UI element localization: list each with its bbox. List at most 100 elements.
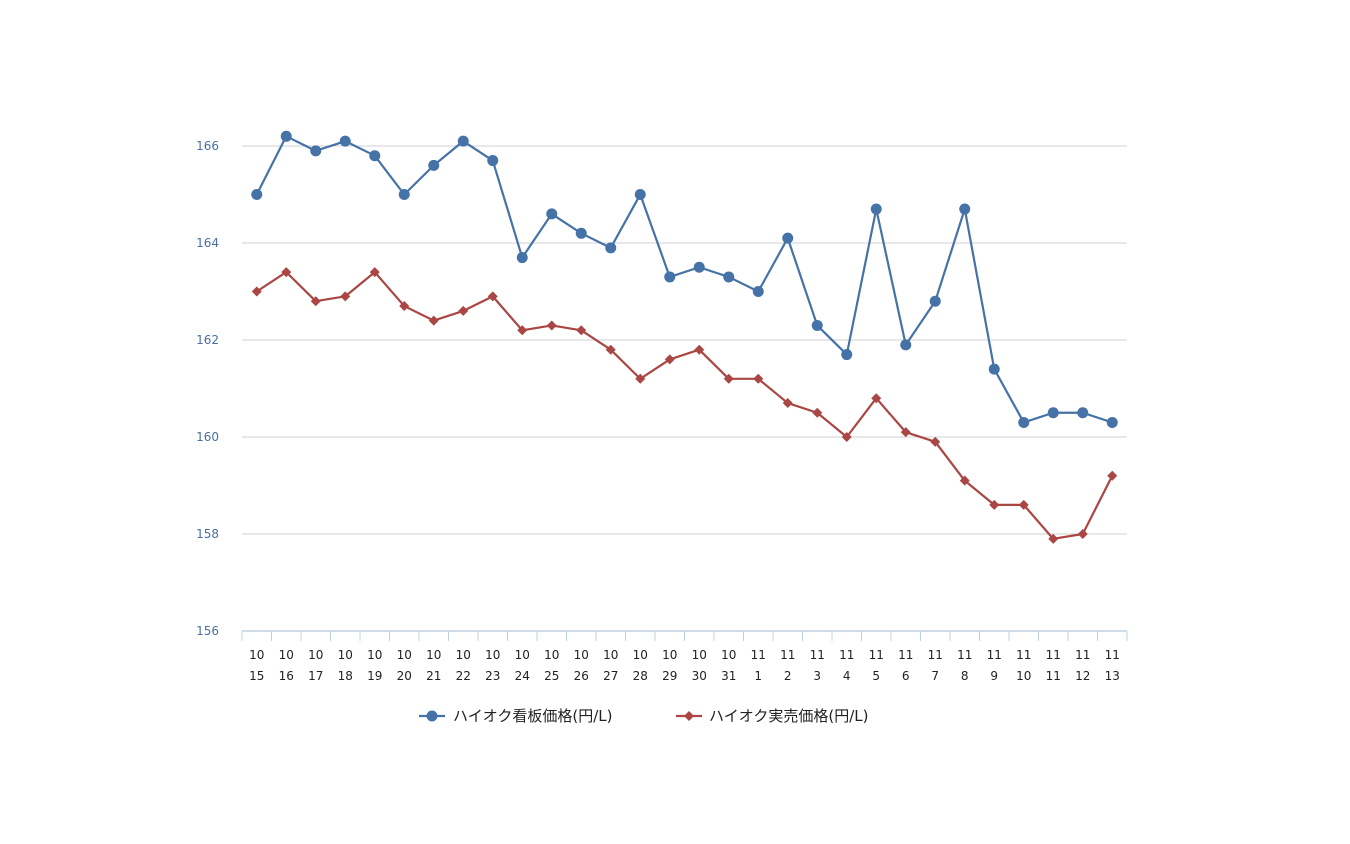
series-group bbox=[251, 130, 1118, 544]
x-tick-label-month: 11 bbox=[898, 648, 913, 662]
legend-marker-diamond bbox=[684, 711, 694, 721]
x-tick-label-month: 10 bbox=[485, 648, 500, 662]
x-tick-label-day: 20 bbox=[397, 669, 412, 683]
data-point-diamond bbox=[900, 427, 911, 438]
data-point-diamond bbox=[664, 354, 675, 365]
x-axis: 1015101610171018101910201021102210231024… bbox=[241, 630, 1128, 683]
x-tick-label-day: 21 bbox=[426, 669, 441, 683]
legend-label: ハイオク実売価格(円/L) bbox=[709, 707, 869, 725]
data-point-circle bbox=[782, 232, 794, 244]
data-point-circle bbox=[959, 203, 971, 215]
data-point-circle bbox=[841, 349, 853, 361]
data-point-circle bbox=[339, 135, 351, 147]
data-point-circle bbox=[575, 227, 587, 239]
data-point-circle bbox=[487, 155, 499, 167]
x-tick-label-month: 10 bbox=[721, 648, 736, 662]
x-tick-label-month: 11 bbox=[751, 648, 766, 662]
data-point-diamond bbox=[251, 286, 262, 297]
data-point-diamond bbox=[753, 373, 764, 384]
data-point-circle bbox=[1106, 416, 1118, 428]
data-point-circle bbox=[398, 189, 410, 200]
x-tick-label-month: 10 bbox=[249, 648, 264, 662]
gridlines bbox=[242, 145, 1127, 535]
series-line bbox=[256, 271, 1114, 540]
x-tick-label-day: 9 bbox=[990, 669, 998, 683]
x-tick-label-day: 6 bbox=[902, 669, 910, 683]
data-point-circle bbox=[811, 319, 823, 331]
x-tick-label-day: 27 bbox=[603, 669, 618, 683]
x-tick-label-month: 10 bbox=[338, 648, 353, 662]
data-point-diamond bbox=[310, 296, 321, 307]
x-tick-label-month: 10 bbox=[574, 648, 589, 662]
data-point-diamond bbox=[458, 305, 469, 316]
data-point-circle bbox=[280, 130, 292, 142]
data-point-diamond bbox=[340, 291, 351, 302]
series-2 bbox=[251, 267, 1118, 544]
data-point-circle bbox=[428, 159, 440, 171]
data-point-circle bbox=[310, 145, 322, 157]
data-point-circle bbox=[900, 339, 912, 351]
x-tick-label-month: 10 bbox=[692, 648, 707, 662]
x-tick-label-month: 11 bbox=[1016, 648, 1031, 662]
legend[interactable]: ハイオク看板価格(円/L) ハイオク実売価格(円/L) bbox=[419, 707, 869, 725]
x-tick-label-day: 2 bbox=[784, 669, 792, 683]
x-tick-label-month: 10 bbox=[544, 648, 559, 662]
data-point-diamond bbox=[782, 398, 793, 409]
x-tick-label-day: 24 bbox=[515, 669, 530, 683]
data-point-circle bbox=[988, 363, 1000, 375]
x-tick-label-day: 1 bbox=[754, 669, 762, 683]
legend-marker-circle bbox=[426, 710, 438, 722]
legend-item-2[interactable]: ハイオク実売価格(円/L) bbox=[676, 707, 869, 725]
x-tick-label-day: 15 bbox=[249, 669, 264, 683]
x-tick-label-month: 11 bbox=[780, 648, 795, 662]
data-point-diamond bbox=[1048, 533, 1059, 544]
x-tick-label-month: 11 bbox=[1075, 648, 1090, 662]
data-point-circle bbox=[664, 271, 676, 283]
data-point-diamond bbox=[723, 373, 734, 384]
data-point-circle bbox=[634, 189, 646, 200]
data-point-circle bbox=[546, 208, 558, 220]
data-point-diamond bbox=[605, 344, 616, 355]
x-tick-label-month: 10 bbox=[456, 648, 471, 662]
data-point-circle bbox=[457, 135, 469, 147]
x-tick-label-day: 13 bbox=[1105, 669, 1120, 683]
data-point-diamond bbox=[487, 291, 498, 302]
x-tick-label-month: 10 bbox=[397, 648, 412, 662]
x-tick-label-day: 29 bbox=[662, 669, 677, 683]
x-tick-label-day: 25 bbox=[544, 669, 559, 683]
x-tick-label-month: 10 bbox=[633, 648, 648, 662]
x-tick-label-month: 11 bbox=[928, 648, 943, 662]
data-point-diamond bbox=[871, 393, 882, 404]
data-point-diamond bbox=[517, 325, 528, 336]
x-tick-label-month: 11 bbox=[1105, 648, 1120, 662]
data-point-diamond bbox=[959, 475, 970, 486]
x-tick-label-month: 11 bbox=[987, 648, 1002, 662]
series-line bbox=[255, 135, 1113, 424]
x-tick-label-month: 10 bbox=[279, 648, 294, 662]
x-tick-label-month: 11 bbox=[869, 648, 884, 662]
y-tick-label: 158 bbox=[196, 527, 219, 541]
x-tick-label-day: 16 bbox=[279, 669, 294, 683]
y-tick-label: 162 bbox=[196, 333, 219, 347]
data-point-diamond bbox=[812, 407, 823, 418]
data-point-diamond bbox=[1018, 499, 1029, 510]
y-tick-label: 164 bbox=[196, 236, 219, 250]
series-1 bbox=[251, 130, 1118, 428]
x-tick-label-day: 3 bbox=[813, 669, 821, 683]
legend-item-1[interactable]: ハイオク看板価格(円/L) bbox=[419, 707, 613, 725]
x-tick-label-day: 22 bbox=[456, 669, 471, 683]
data-point-circle bbox=[369, 150, 381, 162]
legend-label: ハイオク看板価格(円/L) bbox=[453, 707, 613, 725]
x-tick-label-day: 5 bbox=[872, 669, 880, 683]
x-tick-label-day: 31 bbox=[721, 669, 736, 683]
y-axis: 156 158 160 162 164 166 bbox=[196, 139, 219, 638]
x-tick-label-month: 11 bbox=[839, 648, 854, 662]
x-tick-label-day: 10 bbox=[1016, 669, 1031, 683]
data-point-diamond bbox=[576, 325, 587, 336]
y-tick-label: 156 bbox=[196, 624, 219, 638]
y-tick-label: 160 bbox=[196, 430, 219, 444]
data-point-circle bbox=[1018, 416, 1030, 428]
x-tick-label-day: 17 bbox=[308, 669, 323, 683]
data-point-circle bbox=[516, 252, 528, 264]
